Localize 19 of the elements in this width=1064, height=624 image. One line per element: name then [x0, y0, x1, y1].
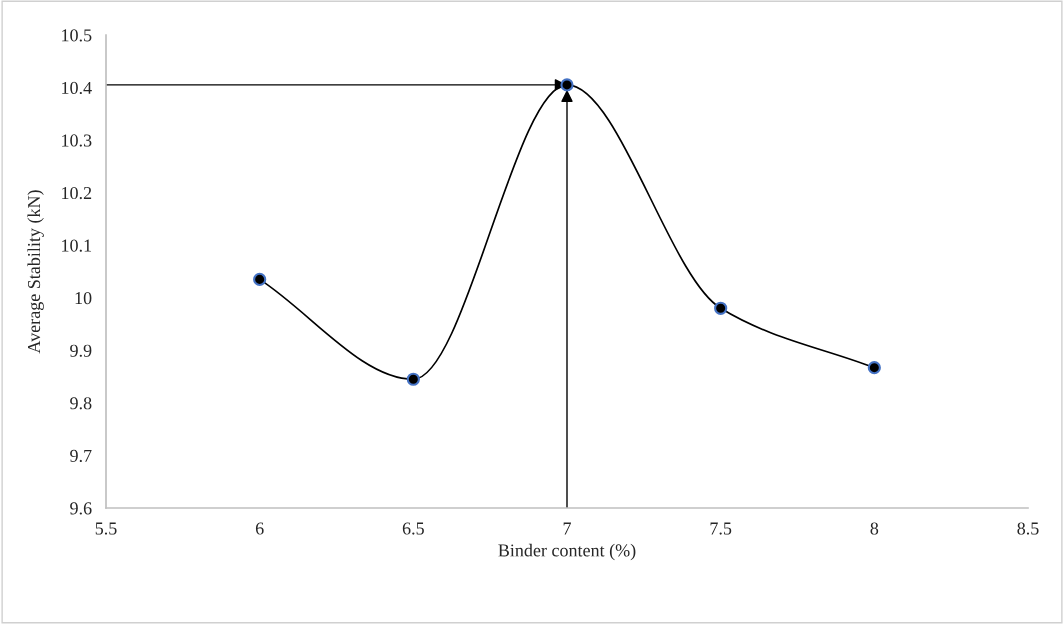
y-tick-label: 9.6: [70, 502, 92, 515]
x-tick-label: 5.5: [95, 522, 117, 535]
y-tick-label: 10: [75, 292, 92, 305]
x-tick-label: 6: [255, 522, 264, 535]
x-axis-title: Binder content (%): [498, 543, 636, 561]
y-tick-label: 10.1: [62, 239, 92, 252]
y-tick-label: 10.3: [62, 134, 92, 147]
y-tick-label: 10.4: [62, 81, 92, 95]
x-tick-label: 8: [870, 522, 879, 535]
x-tick-label: 6.5: [402, 522, 424, 535]
y-tick-label: 9.7: [70, 449, 92, 462]
y-tick-label: 10.5: [62, 29, 92, 42]
y-axis-title: Average Stability (kN): [27, 190, 44, 354]
x-tick-label: 7: [563, 522, 571, 535]
y-tick-label: 9.8: [70, 397, 92, 410]
x-tick-label: 7.5: [710, 522, 732, 535]
y-tick-label: 10.2: [62, 186, 92, 200]
x-tick-label: 8.5: [1017, 522, 1039, 535]
y-tick-label: 9.9: [70, 344, 92, 357]
